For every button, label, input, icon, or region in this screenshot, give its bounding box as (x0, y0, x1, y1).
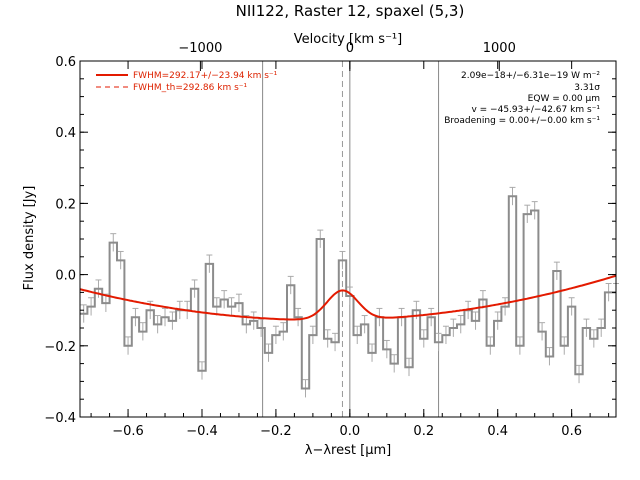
annotation-eqw: EQW = 0.00 μm (528, 94, 600, 104)
top-tick-label-1: 0 (346, 41, 354, 56)
reference-lines (262, 61, 440, 417)
x-tick-label-3: 0.0 (340, 424, 361, 439)
y-tick-label-0: −0.4 (44, 411, 76, 426)
fit-series (79, 274, 617, 321)
y-axis-label: Flux density [Jy] (22, 186, 37, 291)
top-axis-label: Velocity [km s⁻¹] (294, 32, 402, 47)
fit-annotations: 2.09e−18+/−6.31e−19 W m⁻² 3.31σ EQW = 0.… (444, 71, 600, 126)
y-tick-label-4: 0.4 (55, 126, 76, 141)
top-tick-label-0: −1000 (178, 41, 222, 56)
y-tick-label-1: −0.2 (44, 340, 76, 355)
fit-curve (79, 274, 617, 321)
legend: FWHM=292.17+/−23.94 km s⁻¹ FWHM_th=292.8… (96, 71, 278, 93)
spectrum-series (80, 195, 616, 390)
x-tick-label-0: −0.6 (112, 424, 144, 439)
y-axis-ticks: −0.4 −0.2 0.0 0.2 0.4 0.6 (44, 55, 616, 426)
top-tick-label-2: 1000 (483, 41, 516, 56)
x-tick-label-4: 0.2 (413, 424, 434, 439)
annotation-flux: 2.09e−18+/−6.31e−19 W m⁻² (461, 71, 600, 81)
y-tick-label-2: 0.0 (55, 269, 76, 284)
legend-label-fwhm-th: FWHM_th=292.86 km s⁻¹ (133, 83, 248, 93)
x-tick-label-2: −0.2 (260, 424, 292, 439)
spectrum-step-line (80, 195, 616, 390)
chart-title: NII122, Raster 12, spaxel (5,3) (236, 2, 465, 20)
x-tick-label-5: 0.4 (487, 424, 508, 439)
annotation-velocity: v = −45.93+/−42.67 km s⁻¹ (471, 105, 600, 115)
x-tick-label-1: −0.4 (186, 424, 218, 439)
y-tick-label-5: 0.6 (55, 55, 76, 70)
x-axis-label: λ−λrest [μm] (305, 443, 391, 458)
y-tick-label-3: 0.2 (55, 197, 76, 212)
top-axis-ticks: −1000 0 1000 (178, 41, 516, 71)
legend-label-fwhm: FWHM=292.17+/−23.94 km s⁻¹ (133, 71, 278, 81)
annotation-broadening: Broadening = 0.00+/−0.00 km s⁻¹ (444, 116, 600, 126)
x-tick-label-6: 0.6 (561, 424, 582, 439)
annotation-sigma: 3.31σ (574, 83, 600, 93)
x-axis-ticks: −0.6 −0.4 −0.2 0.0 0.2 0.4 0.6 (90, 61, 610, 439)
